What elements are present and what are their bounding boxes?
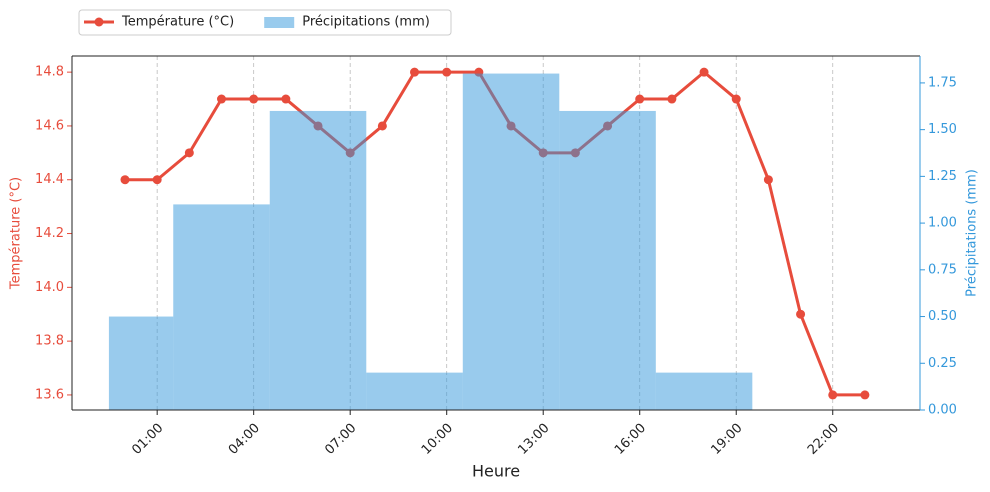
temperature-point: [699, 67, 709, 77]
y-tick-label: 14.4: [35, 172, 64, 187]
y-tick-label: 14.6: [35, 118, 64, 133]
y2-tick-label: 0.25: [928, 356, 957, 371]
x-tick-label: 13:00: [515, 421, 552, 458]
y-tick-label: 14.2: [35, 226, 64, 241]
x-tick-label: 10:00: [419, 421, 456, 458]
y2-tick-label: 0.00: [928, 403, 957, 418]
legend: Température (°C) Précipitations (mm): [78, 9, 452, 36]
temperature-point: [860, 390, 870, 400]
temperature-point: [217, 94, 227, 104]
temperature-point: [667, 94, 677, 104]
temperature-point: [731, 94, 741, 104]
legend-label: Précipitations (mm): [302, 15, 430, 30]
legend-patch: [264, 17, 295, 28]
x-tick-label: 19:00: [708, 421, 745, 458]
y-tick-label: 14.8: [35, 65, 64, 80]
y2-tick-label: 1.25: [928, 169, 957, 184]
y2-tick-label: 0.75: [928, 262, 957, 277]
precipitation-bar: [366, 372, 463, 410]
y-tick-label: 14.0: [35, 280, 64, 295]
temperature-point: [442, 67, 452, 77]
precipitation-bar: [269, 110, 367, 410]
legend-marker: [94, 17, 104, 27]
y-tick-label: 13.8: [35, 334, 64, 349]
temperature-point: [281, 94, 291, 104]
temperature-point: [796, 309, 806, 319]
temperature-point: [120, 175, 130, 185]
y2-tick-label: 1.50: [928, 122, 957, 137]
legend-label: Température (°C): [121, 15, 234, 30]
precipitation-bar: [108, 316, 174, 410]
precipitation-bar: [462, 73, 560, 411]
temperature-point: [184, 148, 194, 158]
y2-tick-label: 0.50: [928, 309, 957, 324]
x-tick-label: 04:00: [226, 421, 263, 458]
y2-tick-label: 1.75: [928, 75, 957, 90]
x-tick-label: 01:00: [129, 421, 166, 458]
x-tick-label: 07:00: [322, 421, 359, 458]
temperature-point: [635, 94, 645, 104]
temperature-point: [249, 94, 259, 104]
precipitation-bar: [559, 110, 656, 410]
temperature-point: [410, 67, 420, 77]
temperature-point: [828, 390, 838, 400]
x-axis-label: Heure: [472, 462, 520, 481]
y2-axis-label: Précipitations (mm): [965, 169, 980, 297]
y-axis-label: Température (°C): [9, 177, 24, 290]
temperature-point: [377, 121, 387, 131]
x-tick-label: 16:00: [612, 421, 649, 458]
y-tick-label: 13.6: [35, 387, 64, 402]
temperature-point: [152, 175, 162, 185]
temperature-point: [763, 175, 773, 185]
precipitation-bar: [173, 204, 270, 410]
x-tick-label: 22:00: [805, 421, 842, 458]
y2-tick-label: 1.00: [928, 216, 957, 231]
precipitation-bar: [655, 372, 753, 410]
